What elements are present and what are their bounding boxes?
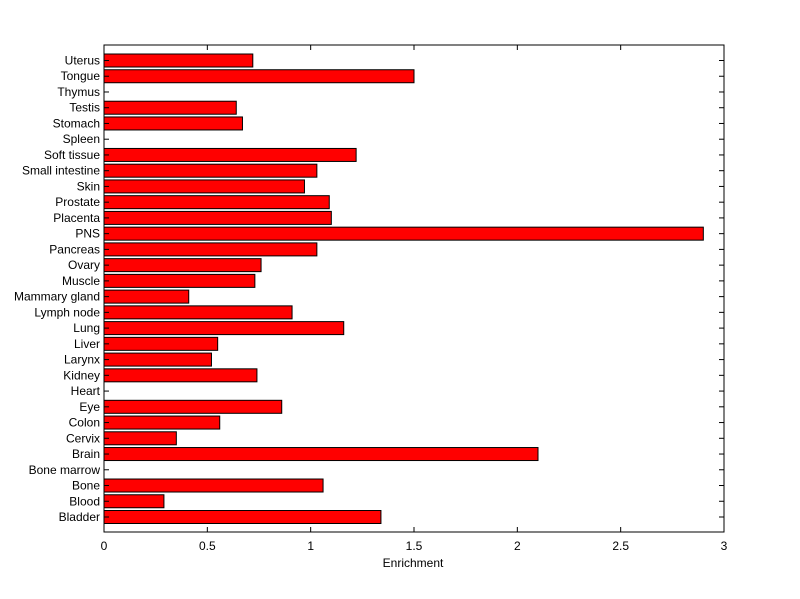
bar bbox=[103, 431, 177, 446]
y-tick-label: Thymus bbox=[57, 85, 100, 99]
x-axis-ticks: 0 0.5 1 1.5 2 2.5 3 bbox=[101, 45, 728, 553]
bar bbox=[103, 368, 258, 383]
bar bbox=[103, 352, 212, 367]
y-tick-label: Tongue bbox=[61, 69, 101, 83]
y-tick-label: Liver bbox=[74, 337, 100, 351]
x-axis-label: Enrichment bbox=[383, 556, 444, 570]
bars-group bbox=[103, 53, 704, 524]
x-tick-label: 0 bbox=[101, 539, 108, 553]
y-tick-label: Blood bbox=[69, 494, 100, 508]
y-tick-label: Brain bbox=[72, 447, 100, 461]
bar bbox=[103, 242, 318, 257]
x-tick-label: 1.5 bbox=[406, 539, 423, 553]
bar bbox=[103, 210, 332, 225]
x-tick-label: 3 bbox=[721, 539, 728, 553]
y-tick-label: Larynx bbox=[64, 353, 100, 367]
bar bbox=[103, 336, 219, 351]
y-tick-label: Colon bbox=[69, 416, 100, 430]
y-tick-label: Eye bbox=[79, 400, 100, 414]
bar bbox=[103, 447, 539, 462]
bar bbox=[103, 321, 345, 336]
y-tick-label: Stomach bbox=[53, 116, 100, 130]
bar bbox=[103, 399, 283, 414]
y-tick-label: Bladder bbox=[59, 510, 100, 524]
y-tick-label: Testis bbox=[69, 101, 100, 115]
y-tick-label: Spleen bbox=[63, 132, 100, 146]
bar bbox=[103, 273, 256, 288]
y-tick-label: Bone bbox=[72, 479, 100, 493]
bar bbox=[103, 69, 415, 84]
y-tick-label: Kidney bbox=[63, 368, 100, 382]
bar bbox=[103, 100, 237, 115]
y-tick-label: Mammary gland bbox=[14, 290, 100, 304]
y-tick-label: PNS bbox=[75, 227, 100, 241]
y-tick-label: Placenta bbox=[53, 211, 100, 225]
y-tick-label: Ovary bbox=[68, 258, 100, 272]
bar bbox=[103, 305, 293, 320]
bar bbox=[103, 53, 254, 68]
bar bbox=[103, 195, 330, 210]
bar bbox=[103, 163, 318, 178]
bar bbox=[103, 147, 357, 162]
y-tick-label: Skin bbox=[77, 179, 100, 193]
bar bbox=[103, 415, 221, 430]
bar bbox=[103, 478, 324, 493]
bar bbox=[103, 494, 165, 509]
bar bbox=[103, 258, 262, 273]
y-tick-label: Uterus bbox=[65, 54, 100, 68]
y-tick-label: Cervix bbox=[66, 431, 100, 445]
bar bbox=[103, 510, 382, 524]
y-tick-label: Pancreas bbox=[49, 242, 100, 256]
x-tick-label: 0.5 bbox=[199, 539, 216, 553]
y-tick-label: Bone marrow bbox=[29, 463, 101, 477]
x-tick-label: 2 bbox=[514, 539, 521, 553]
y-tick-label: Prostate bbox=[55, 195, 100, 209]
bar bbox=[103, 289, 190, 304]
x-tick-label: 2.5 bbox=[612, 539, 629, 553]
x-tick-label: 1 bbox=[307, 539, 314, 553]
bar bbox=[103, 226, 704, 241]
y-tick-label: Muscle bbox=[62, 274, 100, 288]
y-tick-label: Lung bbox=[73, 321, 100, 335]
bar bbox=[103, 116, 243, 131]
bar bbox=[103, 179, 305, 194]
y-tick-label: Small intestine bbox=[22, 164, 100, 178]
y-tick-label: Heart bbox=[71, 384, 101, 398]
y-tick-label: Lymph node bbox=[34, 305, 100, 319]
y-tick-label: Soft tissue bbox=[44, 148, 100, 162]
